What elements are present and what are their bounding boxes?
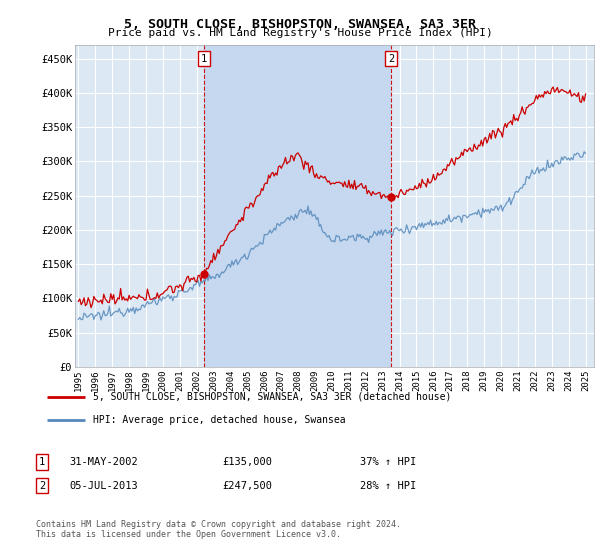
Text: HPI: Average price, detached house, Swansea: HPI: Average price, detached house, Swan… (93, 415, 346, 425)
Text: 1: 1 (39, 457, 45, 467)
Text: £247,500: £247,500 (222, 480, 272, 491)
Text: 05-JUL-2013: 05-JUL-2013 (69, 480, 138, 491)
Text: 31-MAY-2002: 31-MAY-2002 (69, 457, 138, 467)
Text: £135,000: £135,000 (222, 457, 272, 467)
Text: 28% ↑ HPI: 28% ↑ HPI (360, 480, 416, 491)
Text: 1: 1 (200, 54, 207, 63)
Text: Contains HM Land Registry data © Crown copyright and database right 2024.
This d: Contains HM Land Registry data © Crown c… (36, 520, 401, 539)
Text: 2: 2 (39, 480, 45, 491)
Text: 5, SOUTH CLOSE, BISHOPSTON, SWANSEA, SA3 3ER: 5, SOUTH CLOSE, BISHOPSTON, SWANSEA, SA3… (124, 18, 476, 31)
Text: Price paid vs. HM Land Registry's House Price Index (HPI): Price paid vs. HM Land Registry's House … (107, 28, 493, 38)
Bar (204, 45, 391, 367)
Text: 5, SOUTH CLOSE, BISHOPSTON, SWANSEA, SA3 3ER (detached house): 5, SOUTH CLOSE, BISHOPSTON, SWANSEA, SA3… (93, 392, 451, 402)
Text: 37% ↑ HPI: 37% ↑ HPI (360, 457, 416, 467)
Text: 2: 2 (388, 54, 394, 63)
